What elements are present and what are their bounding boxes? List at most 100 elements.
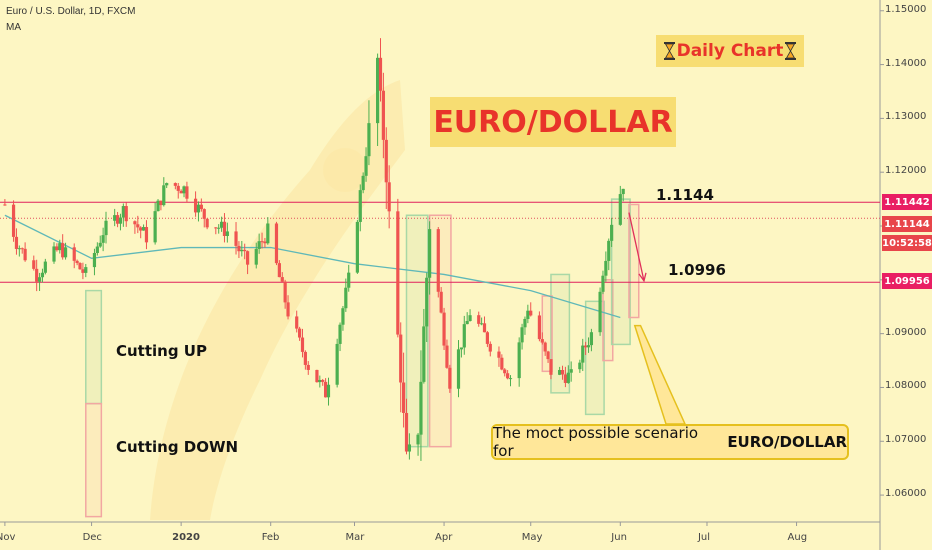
candle (537, 311, 542, 342)
candle-body (321, 379, 325, 382)
candle-body (17, 248, 21, 250)
candle-body (323, 381, 328, 398)
candle-body (277, 263, 281, 278)
axes (0, 0, 884, 550)
scenario-callout: The moct possible scenario for EURO/DOLL… (491, 424, 849, 460)
candle (520, 323, 524, 350)
candle (61, 234, 65, 260)
candle-body (185, 186, 189, 199)
candle (589, 328, 594, 352)
candle-body (422, 326, 426, 382)
candle-body (205, 218, 209, 228)
candle-body (280, 277, 284, 282)
x-tick-label: Aug (787, 532, 808, 543)
candle-body (243, 249, 247, 252)
indicator-label[interactable]: MA (6, 22, 21, 33)
scenario-text: The moct possible scenario for (493, 424, 699, 460)
candle-body (315, 369, 319, 383)
candle (546, 350, 550, 363)
candle-body (217, 227, 221, 229)
candle (517, 337, 521, 387)
candle (376, 53, 380, 147)
candle-body (416, 434, 420, 445)
candle-body (344, 287, 348, 309)
candle-body (402, 382, 406, 413)
x-tick-label: Jul (697, 532, 711, 543)
candle-body (523, 318, 527, 328)
daily-chart-text: Daily Chart (676, 41, 784, 61)
y-tick-label: 1.08000 (885, 380, 927, 392)
candle (58, 239, 62, 254)
x-tick-label: Dec (82, 532, 102, 543)
candle (488, 341, 492, 357)
candle (477, 311, 481, 327)
candle (245, 250, 250, 275)
candle-body (118, 217, 123, 224)
candle-body (139, 227, 143, 231)
candle-body (543, 342, 547, 352)
candle (367, 100, 371, 166)
candle-body (121, 206, 125, 218)
symbol-line[interactable]: Euro / U.S. Dollar, 1D, FXCM (6, 6, 136, 17)
candle-body (193, 198, 198, 213)
candle-body (581, 345, 585, 363)
candle (237, 241, 241, 259)
candle-body (222, 221, 227, 236)
moving-average (4, 214, 621, 319)
candle (11, 200, 16, 242)
candle (136, 215, 140, 234)
candle (182, 185, 186, 198)
candle (456, 340, 461, 398)
candle (274, 221, 279, 266)
candle-body (558, 369, 562, 375)
candle (482, 316, 487, 333)
candle (428, 221, 432, 295)
candle (81, 262, 85, 280)
candle-body (584, 345, 588, 348)
candle (75, 259, 79, 266)
candle-body (43, 261, 47, 273)
candle-body (546, 351, 550, 360)
candle-body (11, 204, 16, 237)
candle (43, 258, 47, 275)
candle-body (497, 351, 501, 358)
range-box (550, 273, 571, 394)
candle-body (459, 347, 463, 350)
candle (355, 219, 359, 274)
candle (78, 262, 82, 270)
candle-body (488, 343, 492, 352)
horizontal-levels (0, 201, 880, 283)
y-tick-label: 1.09000 (885, 326, 927, 338)
candle-body (621, 188, 625, 195)
candle-body (326, 384, 331, 398)
candle (523, 316, 527, 335)
candle-body (72, 247, 76, 261)
candle (205, 218, 209, 230)
x-tick-label: Apr (435, 532, 453, 543)
candle (508, 375, 513, 387)
candle (104, 211, 108, 244)
candle-body (61, 243, 65, 258)
candle-body (569, 369, 573, 373)
candle (315, 369, 319, 383)
candle-body (81, 269, 85, 273)
candle (240, 240, 244, 257)
x-tick-label: 2020 (172, 532, 200, 543)
candle (37, 272, 42, 291)
callout-pointer (633, 324, 687, 425)
candle (257, 233, 261, 254)
y-tick-label: 1.07000 (885, 434, 927, 446)
candle (217, 224, 221, 234)
candle-body (526, 310, 530, 319)
candle-body (520, 327, 524, 343)
candle (540, 332, 544, 345)
candles[interactable] (3, 38, 625, 461)
title-text: EURO/DOLLAR (433, 104, 673, 140)
candle (72, 243, 76, 269)
candle-body (133, 221, 137, 225)
candle (323, 378, 328, 398)
candle-body (318, 379, 322, 383)
candle (118, 213, 123, 231)
